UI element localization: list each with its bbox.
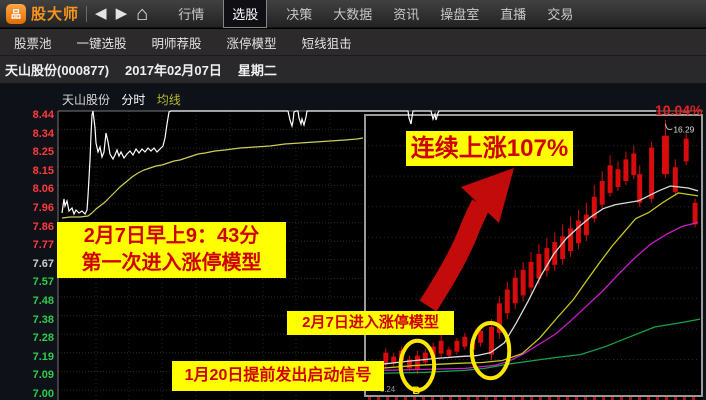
minute-lines [61, 110, 656, 219]
tab-item-3[interactable]: 明师荐股 [151, 36, 202, 51]
signal-circle-2 [469, 321, 512, 381]
annotation-line2: 第一次进入涨停模型 [81, 252, 262, 274]
price-label: 7.09 [32, 369, 54, 382]
daily-kline-chart: B 6.24 16.29 [367, 119, 701, 397]
title-stock: 天山股份 [62, 93, 111, 107]
menu-item-6[interactable]: 操盘室 [440, 7, 480, 22]
annotation-line1: 2月7日早上9：43分 [83, 225, 260, 247]
toolbar-divider [86, 5, 88, 22]
forward-button[interactable]: ▶ [115, 5, 128, 22]
price-label: 8.06 [32, 183, 54, 196]
chart-panel: 天山股份 分时 均线 B 6.24 16.29 2月7日早上9：43分 第一次进入涨… [0, 84, 706, 400]
menu-item-4[interactable]: 大数据 [333, 7, 373, 22]
limit-up-percent-label: 10.04% [655, 102, 703, 118]
price-label: 8.25 [32, 146, 54, 159]
date-label: 2017年02月07日 [125, 63, 222, 78]
price-label: 8.44 [32, 109, 54, 121]
price-label: 7.19 [32, 350, 54, 363]
minute-chart-title: 天山股份 分时 均线 [62, 91, 181, 108]
tab-item-2[interactable]: 一键选股 [76, 36, 127, 51]
price-label: 7.00 [32, 388, 54, 400]
price-label: 8.15 [32, 164, 54, 177]
volume-strip [368, 397, 700, 400]
title-type: 分时 [121, 93, 146, 107]
back-button[interactable]: ◀ [95, 5, 107, 22]
menu-item-2[interactable]: 选股 [223, 0, 268, 28]
price-label: 7.86 [32, 220, 54, 233]
price-label: 7.57 [32, 276, 54, 289]
stock-info-bar: 天山股份(000877) 2017年02月07日 星期二 [0, 56, 706, 84]
annotation-first-entry: 2月7日早上9：43分 第一次进入涨停模型 [57, 222, 286, 278]
main-menu: 行情 选股 决策 大数据 资讯 操盘室 直播 交易 [176, 0, 575, 28]
annotation-signal: 1月20日提前发出启动信号 [172, 361, 384, 391]
stock-name-code: 天山股份(000877) [5, 63, 110, 78]
price-label: 7.48 [32, 295, 54, 307]
annotation-rise: 连续上涨107% [406, 131, 573, 166]
price-label: 7.67 [32, 257, 54, 270]
home-button[interactable]: ⌂ [136, 2, 149, 25]
title-ma[interactable]: 均线 [156, 93, 181, 107]
inset-low-label: 6.24 [380, 385, 396, 394]
buy-marker: B [412, 385, 420, 395]
menu-item-3[interactable]: 决策 [286, 7, 313, 22]
toolbar: 品 股大师 ◀ ▶ ⌂ 行情 选股 决策 大数据 资讯 操盘室 直播 交易 [0, 0, 706, 28]
tab-item-4[interactable]: 涨停模型 [226, 36, 277, 51]
app-logo-icon[interactable]: 品 [6, 3, 26, 24]
sub-tabs: 股票池 一键选股 明师荐股 涨停模型 短线狙击 [0, 29, 706, 56]
menu-item-1[interactable]: 行情 [178, 7, 205, 22]
app-title: 股大师 [31, 6, 80, 23]
annotation-model: 2月7日进入涨停模型 [287, 311, 454, 335]
menu-item-7[interactable]: 直播 [500, 7, 527, 22]
price-label: 7.96 [32, 202, 54, 214]
price-label: 7.28 [32, 332, 54, 345]
up-arrow-icon [419, 168, 514, 312]
inset-high-label: 16.29 [673, 125, 694, 135]
signal-circle-1 [398, 338, 437, 393]
tab-item-1[interactable]: 股票池 [14, 36, 52, 51]
weekday-label: 星期二 [237, 63, 277, 78]
tab-item-5[interactable]: 短线狙击 [301, 36, 352, 51]
menu-item-5[interactable]: 资讯 [393, 7, 420, 22]
price-label: 8.34 [32, 127, 54, 140]
price-label: 7.38 [32, 313, 54, 326]
price-label: 7.77 [32, 239, 54, 252]
menu-item-8[interactable]: 交易 [547, 7, 574, 22]
